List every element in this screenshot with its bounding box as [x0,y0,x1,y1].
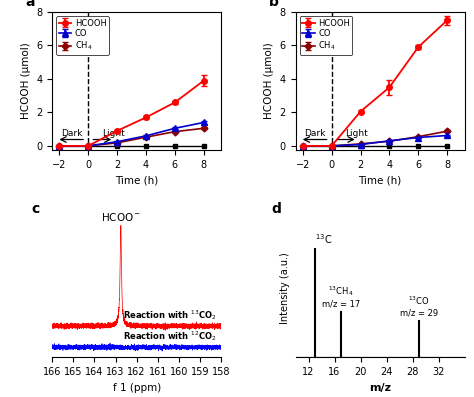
Legend: HCOOH, CO, CH$_4$: HCOOH, CO, CH$_4$ [300,16,352,55]
Y-axis label: HCOOH (μmol): HCOOH (μmol) [20,42,31,119]
X-axis label: Time (h): Time (h) [358,175,401,185]
Y-axis label: HCOOH (μmol): HCOOH (μmol) [264,42,274,119]
Text: Dark: Dark [304,129,326,137]
Text: Reaction with $^{13}$CO$_2$: Reaction with $^{13}$CO$_2$ [123,308,217,322]
X-axis label: Time (h): Time (h) [115,175,158,185]
Text: Dark: Dark [61,129,82,137]
Text: a: a [25,0,35,9]
Text: b: b [268,0,278,9]
Text: c: c [32,202,40,216]
Text: Light: Light [346,129,368,137]
Text: $^{13}$CO
m/z = 29: $^{13}$CO m/z = 29 [400,295,438,318]
Legend: HCOOH, CO, CH$_4$: HCOOH, CO, CH$_4$ [56,16,109,55]
Text: HCOO$^-$: HCOO$^-$ [100,211,141,223]
X-axis label: f 1 (ppm): f 1 (ppm) [112,383,161,393]
Text: d: d [272,202,282,216]
Text: Light: Light [102,129,125,137]
Y-axis label: Intensity (a.u.): Intensity (a.u.) [280,252,290,324]
Text: $^{13}$CH$_4$
m/z = 17: $^{13}$CH$_4$ m/z = 17 [322,284,360,308]
Text: $^{13}$C: $^{13}$C [315,232,332,246]
X-axis label: m/z: m/z [369,383,391,393]
Text: Reaction with $^{12}$CO$_2$: Reaction with $^{12}$CO$_2$ [123,330,217,343]
